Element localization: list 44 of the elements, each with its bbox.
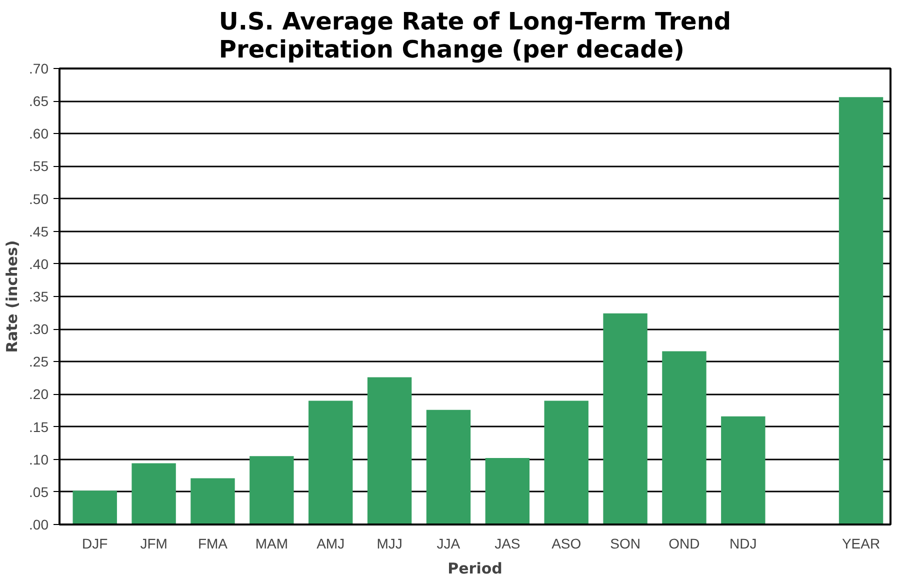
x-tick-label: JAS [494,536,520,552]
y-tick-label: .50 [29,190,49,207]
x-axis-title: Period [448,560,502,578]
x-tick-label: YEAR [842,536,880,552]
bar [485,458,530,524]
bar [838,97,884,524]
chart-title: U.S. Average Rate of Long-Term Trend Precipitation Change (per decade) [218,8,732,64]
x-tick-label: ASO [552,536,582,552]
x-tick-label: AMJ [316,536,345,552]
x-tick-label: OND [668,536,700,552]
bar [308,400,353,524]
bar [367,377,412,524]
bar [662,351,706,524]
y-tick-label: .45 [29,223,49,240]
y-tick-label: .10 [29,451,49,468]
y-tick-label: .15 [29,418,49,435]
x-tick-label: MAM [255,536,288,552]
y-tick-label: .55 [29,158,49,174]
bar [190,478,235,524]
y-tick-label: .20 [29,386,49,402]
bar [426,410,471,524]
y-tick-label: .05 [29,484,49,500]
x-tick-label: JFM [140,536,168,552]
x-tick-label: JJA [436,536,461,552]
x-tick-label: DJF [82,536,108,552]
bar [250,456,294,524]
y-tick-label: .65 [29,93,49,110]
bar [603,313,648,524]
x-tick-label: FMA [198,536,228,552]
y-tick-label: .00 [29,516,49,532]
bar [544,400,588,524]
y-tick-label: .70 [29,60,49,76]
x-tick-label: SON [610,536,640,552]
y-tick-label: .25 [29,354,49,370]
y-axis-title: Rate (inches) [3,240,22,353]
bar [721,416,766,524]
y-tick-label: .30 [29,321,49,338]
bar [72,490,117,524]
y-tick-label: .40 [29,256,49,272]
bar [132,463,176,524]
x-tick-label: NDJ [730,536,757,552]
x-tick-label: MJJ [376,536,402,552]
y-tick-label: .35 [29,288,49,304]
y-tick-label: .60 [29,126,49,142]
